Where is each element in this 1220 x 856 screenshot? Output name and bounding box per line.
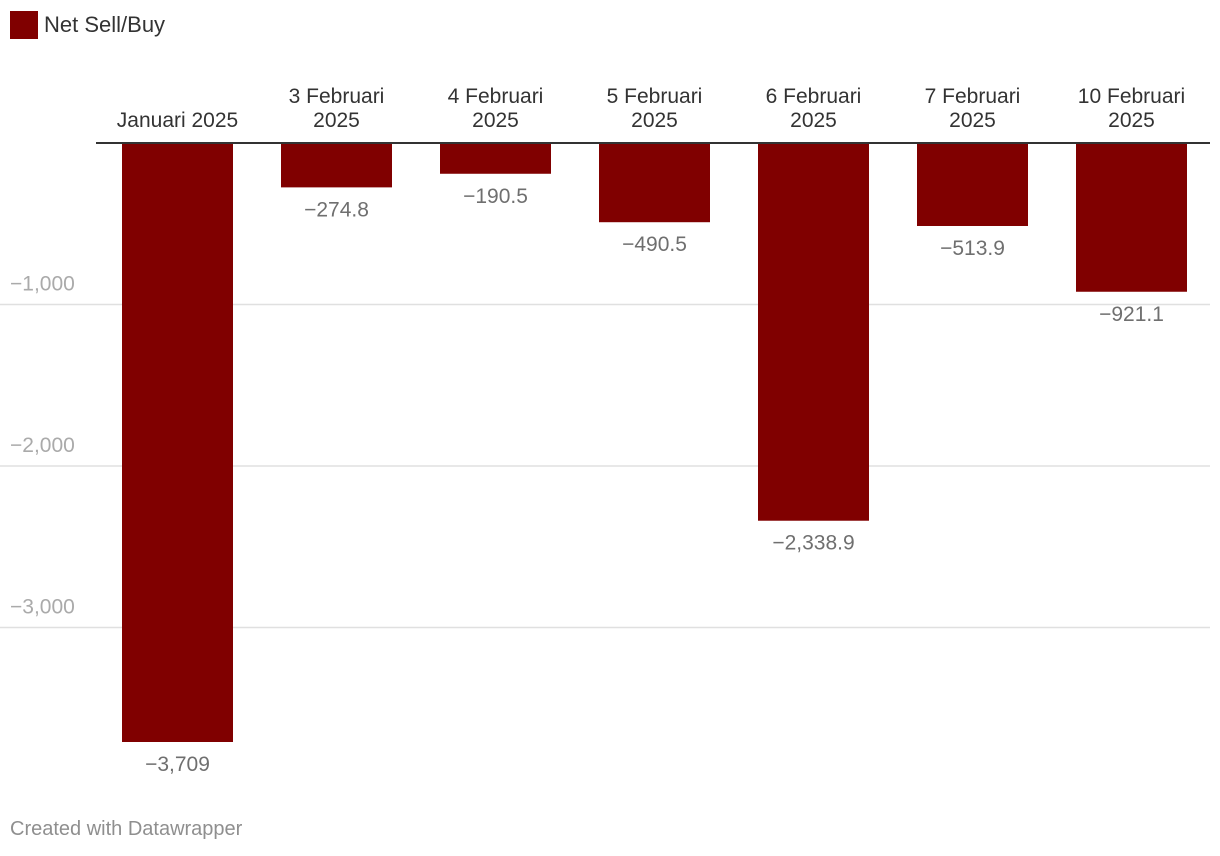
legend: Net Sell/Buy (10, 10, 165, 40)
bar (440, 143, 551, 174)
y-tick-label: −3,000 (10, 595, 75, 618)
value-label: −921.1 (1099, 303, 1164, 326)
footer-credit: Created with Datawrapper (10, 818, 243, 840)
bar (122, 143, 233, 742)
category-label: 7 Februari (925, 85, 1021, 108)
bar-chart: −1,000 −2,000 −3,000 −3,709 Januari 2025 −274… (0, 85, 1210, 776)
category-label: 2025 (313, 109, 360, 132)
bar (917, 143, 1028, 226)
legend-swatch (10, 11, 38, 39)
category-label: 2025 (631, 109, 678, 132)
category-label: 2025 (790, 109, 837, 132)
category-label: Januari 2025 (117, 109, 238, 132)
category-label: 2025 (472, 109, 519, 132)
category-label: 3 Februari (289, 85, 385, 108)
y-tick-label: −1,000 (10, 272, 75, 295)
value-label: −513.9 (940, 237, 1005, 260)
category-label: 6 Februari (766, 85, 862, 108)
category-label: 2025 (1108, 109, 1155, 132)
value-label: −274.8 (304, 198, 369, 221)
bar (599, 143, 710, 223)
category-label: 4 Februari (448, 85, 544, 108)
category-label: 2025 (949, 109, 996, 132)
bar (1076, 143, 1187, 292)
category-label: 10 Februari (1078, 85, 1185, 108)
category-label: 5 Februari (607, 85, 703, 108)
value-label: −190.5 (463, 185, 528, 208)
value-label: −490.5 (622, 233, 687, 256)
legend-label: Net Sell/Buy (44, 12, 166, 37)
value-label: −3,709 (145, 753, 210, 776)
y-tick-label: −2,000 (10, 434, 75, 457)
bar (758, 143, 869, 521)
bar (281, 143, 392, 188)
value-label: −2,338.9 (772, 532, 854, 555)
